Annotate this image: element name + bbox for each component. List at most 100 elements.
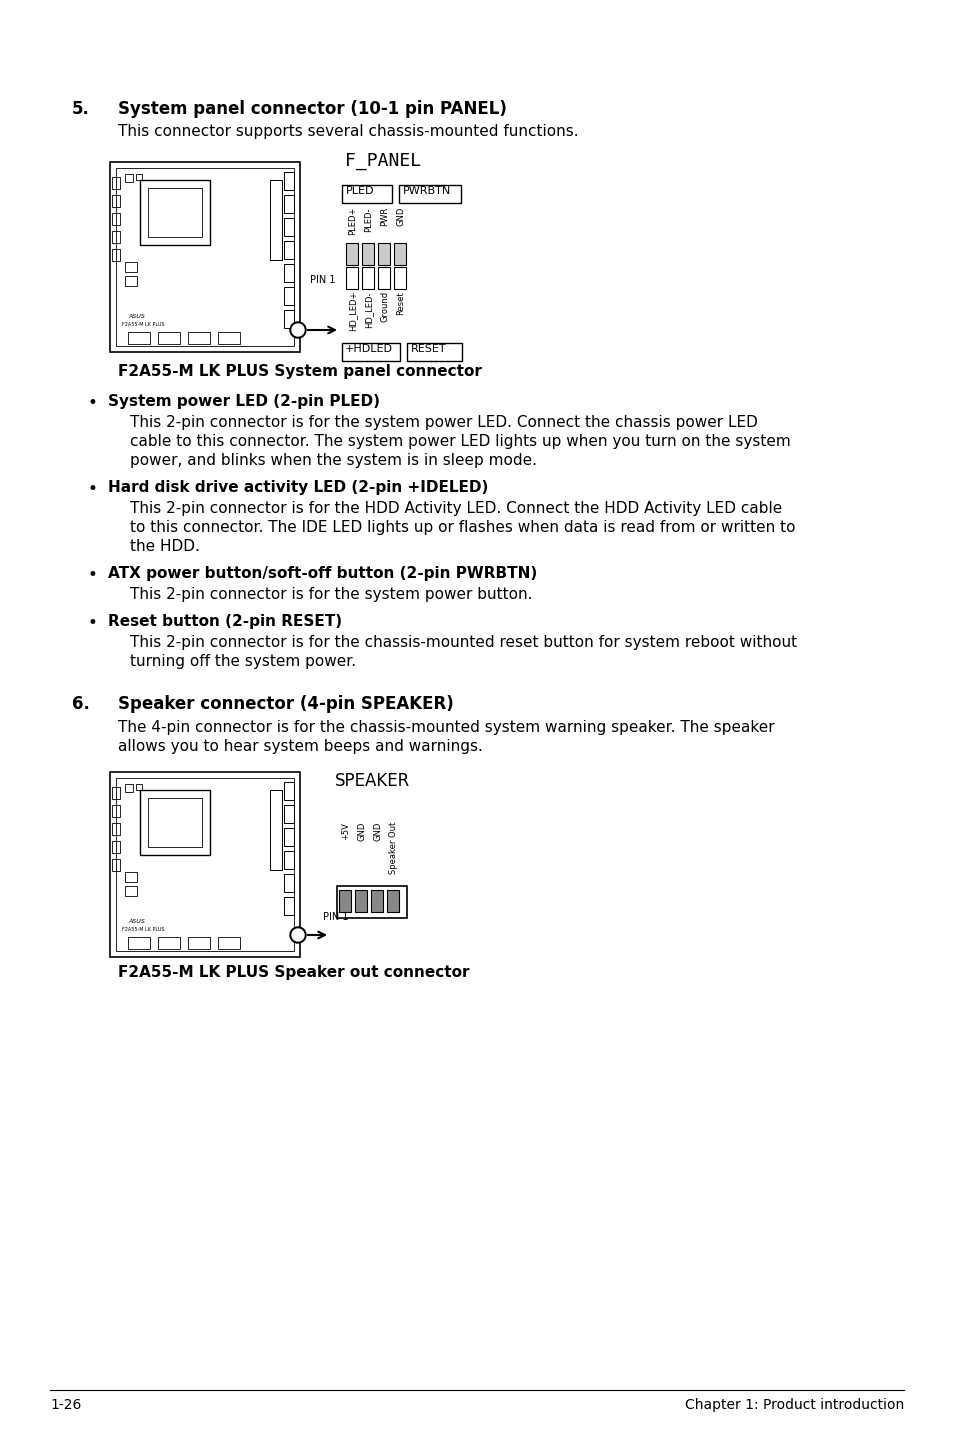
Bar: [112, 178, 120, 189]
Bar: [128, 332, 150, 344]
Text: power, and blinks when the system is in sleep mode.: power, and blinks when the system is in …: [130, 453, 537, 468]
Text: Reset: Reset: [396, 291, 405, 315]
Text: GND: GND: [396, 208, 405, 226]
Bar: [346, 243, 357, 265]
Text: allows you to hear system beeps and warnings.: allows you to hear system beeps and warn…: [118, 739, 482, 755]
Bar: [148, 798, 202, 846]
Circle shape: [292, 929, 304, 941]
Text: 1-26: 1-26: [50, 1398, 81, 1412]
Text: RESET: RESET: [411, 344, 446, 354]
Text: PLED-: PLED-: [364, 208, 374, 232]
Bar: [158, 332, 180, 344]
Bar: [284, 851, 294, 869]
Text: •: •: [88, 614, 98, 632]
Bar: [270, 790, 282, 871]
Bar: [284, 241, 294, 259]
Bar: [136, 783, 142, 790]
Text: •: •: [88, 394, 98, 412]
Circle shape: [292, 324, 304, 337]
Bar: [338, 891, 351, 912]
Text: F_PANEL: F_PANEL: [345, 152, 420, 170]
Bar: [398, 185, 460, 203]
Bar: [284, 828, 294, 846]
Bar: [284, 874, 294, 892]
Bar: [125, 262, 137, 272]
Bar: [188, 332, 210, 344]
Text: This 2-pin connector is for the system power LED. Connect the chassis power LED: This 2-pin connector is for the system p…: [130, 415, 757, 430]
Bar: [355, 891, 367, 912]
Text: System panel connector (10-1 pin PANEL): System panel connector (10-1 pin PANEL): [118, 100, 506, 117]
Bar: [112, 213, 120, 225]
Bar: [125, 886, 137, 896]
Bar: [346, 266, 357, 289]
Bar: [361, 243, 374, 265]
Text: 5.: 5.: [71, 100, 90, 117]
Bar: [377, 266, 390, 289]
Text: Hard disk drive activity LED (2-pin +IDELED): Hard disk drive activity LED (2-pin +IDE…: [108, 480, 488, 495]
Bar: [218, 332, 240, 344]
Bar: [394, 243, 406, 265]
Text: ATX power button/soft-off button (2-pin PWRBTN): ATX power button/soft-off button (2-pin …: [108, 566, 537, 581]
Bar: [284, 172, 294, 190]
Bar: [110, 162, 299, 352]
Text: HD_LED+: HD_LED+: [348, 291, 357, 331]
Bar: [125, 276, 137, 286]
Text: This 2-pin connector is for the HDD Activity LED. Connect the HDD Activity LED c: This 2-pin connector is for the HDD Acti…: [130, 501, 781, 516]
Text: ASUS: ASUS: [128, 314, 145, 319]
Text: PIN 1: PIN 1: [310, 275, 335, 285]
Text: GND: GND: [374, 822, 382, 842]
Bar: [125, 175, 132, 182]
Text: The 4-pin connector is for the chassis-mounted system warning speaker. The speak: The 4-pin connector is for the chassis-m…: [118, 720, 774, 735]
Text: Ground: Ground: [380, 291, 389, 322]
Text: Speaker Out: Speaker Out: [389, 822, 398, 875]
Bar: [128, 937, 150, 949]
Text: This connector supports several chassis-mounted functions.: This connector supports several chassis-…: [118, 125, 578, 139]
Circle shape: [290, 927, 306, 944]
Text: GND: GND: [357, 822, 366, 842]
Bar: [116, 778, 294, 951]
Bar: [125, 872, 137, 882]
Bar: [112, 788, 120, 799]
Text: PIN 1: PIN 1: [323, 912, 348, 922]
Text: ASUS: ASUS: [128, 919, 145, 924]
Text: Reset button (2-pin RESET): Reset button (2-pin RESET): [108, 614, 342, 629]
Text: SPEAKER: SPEAKER: [335, 772, 410, 790]
Bar: [116, 168, 294, 347]
Bar: [284, 309, 294, 328]
Bar: [112, 823, 120, 835]
Bar: [112, 231, 120, 243]
Bar: [112, 859, 120, 871]
Text: This 2-pin connector is for the system power button.: This 2-pin connector is for the system p…: [130, 587, 532, 601]
Bar: [112, 841, 120, 853]
Text: +HDLED: +HDLED: [345, 344, 393, 354]
Text: PWRBTN: PWRBTN: [402, 186, 451, 196]
Text: PWR: PWR: [380, 208, 389, 226]
Text: 6.: 6.: [71, 695, 90, 713]
Text: F2A55-M LK PLUS: F2A55-M LK PLUS: [122, 927, 164, 932]
Bar: [341, 344, 399, 361]
Bar: [341, 185, 392, 203]
Text: •: •: [88, 480, 98, 498]
Text: PLED+: PLED+: [348, 208, 357, 235]
Bar: [377, 243, 390, 265]
Bar: [188, 937, 210, 949]
Text: turning off the system power.: turning off the system power.: [130, 654, 355, 669]
Bar: [407, 344, 461, 361]
Bar: [394, 266, 406, 289]
Bar: [284, 195, 294, 213]
Bar: [387, 891, 398, 912]
Bar: [336, 886, 407, 918]
Bar: [148, 188, 202, 238]
Bar: [136, 175, 142, 180]
Bar: [284, 805, 294, 823]
Bar: [270, 180, 282, 261]
Bar: [125, 783, 132, 792]
Bar: [112, 805, 120, 818]
Text: This 2-pin connector is for the chassis-mounted reset button for system reboot w: This 2-pin connector is for the chassis-…: [130, 634, 797, 650]
Bar: [110, 772, 299, 957]
Bar: [218, 937, 240, 949]
Text: PLED: PLED: [346, 186, 375, 196]
Text: •: •: [88, 566, 98, 584]
Bar: [112, 249, 120, 261]
Bar: [284, 286, 294, 305]
